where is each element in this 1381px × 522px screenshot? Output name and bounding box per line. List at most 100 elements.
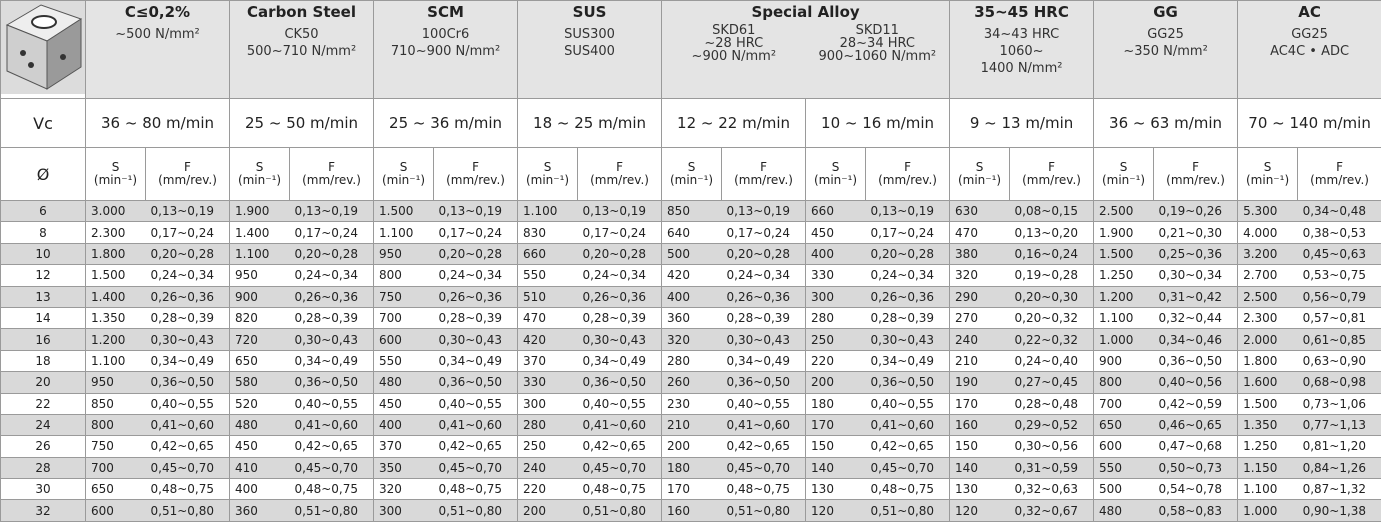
feed: 0,13~0,19 [866,201,950,222]
speed: 260 [662,372,722,393]
feed: 0,42~0,65 [290,436,374,457]
feed: 0,28~0,39 [866,307,950,328]
speed: 140 [950,457,1010,478]
material-spec: SUS400 [518,45,661,58]
speed: 1.100 [230,243,290,264]
speed: 850 [86,393,146,414]
speed: 800 [86,414,146,435]
speed: 300 [518,393,578,414]
speed: 1.150 [1238,457,1298,478]
feed: 0,08~0,15 [1010,201,1094,222]
feed: 0,32~0,63 [1010,479,1094,500]
feed: 0,28~0,39 [290,307,374,328]
unit-text: (mm/rev.) [578,174,661,187]
diameter: 18 [1,350,86,371]
material-spec: GG25 [1238,28,1381,41]
feed: 0,40~0,55 [290,393,374,414]
feed: 0,40~0,56 [1154,372,1238,393]
feed: 0,30~0,43 [578,329,662,350]
diameter: 30 [1,479,86,500]
speed: 470 [518,307,578,328]
speed: 4.000 [1238,222,1298,243]
feed: 0,28~0,48 [1010,393,1094,414]
feed: 0,20~0,28 [434,243,518,264]
speed: 380 [950,243,1010,264]
speed: 1.800 [86,243,146,264]
feed: 0,19~0,26 [1154,201,1238,222]
feed: 0,42~0,65 [578,436,662,457]
speed: 850 [662,201,722,222]
feed: 0,30~0,43 [290,329,374,350]
feed: 0,34~0,49 [722,350,806,371]
speed: 1.000 [1238,500,1298,521]
feed: 0,22~0,32 [1010,329,1094,350]
speed: 210 [950,350,1010,371]
material-title: SUS [518,1,661,20]
feed: 0,45~0,63 [1298,243,1381,264]
material-title: Carbon Steel [230,1,373,20]
diameter: 16 [1,329,86,350]
feed: 0,42~0,65 [434,436,518,457]
unit-text: (mm/rev.) [290,174,373,187]
material-spec: 900~1060 N/mm² [806,50,950,63]
feed: 0,13~0,19 [146,201,230,222]
feed: 0,41~0,60 [290,414,374,435]
feed: 0,90~1,38 [1298,500,1381,521]
unit-header: F(mm/rev.) [1298,148,1381,201]
feed: 0,36~0,50 [866,372,950,393]
feed: 0,40~0,55 [146,393,230,414]
feed: 0,24~0,34 [578,265,662,286]
speed: 660 [806,201,866,222]
speed: 150 [950,436,1010,457]
speed: 420 [662,265,722,286]
speed: 160 [950,414,1010,435]
material-spec: CK50 [230,28,373,41]
unit-text: (min⁻¹) [518,174,577,187]
material-header: C≤0,2%~500 N/mm² [86,1,230,99]
speed: 290 [950,286,1010,307]
feed: 0,58~0,83 [1154,500,1238,521]
feed: 0,87~1,32 [1298,479,1381,500]
speed: 900 [1094,350,1154,371]
speed: 170 [662,479,722,500]
unit-text: (min⁻¹) [230,174,289,187]
speed: 150 [806,436,866,457]
feed: 0,73~1,06 [1298,393,1381,414]
unit-header: S(min⁻¹) [806,148,866,201]
speed: 320 [662,329,722,350]
feed: 0,20~0,28 [290,243,374,264]
speed: 2.500 [1094,201,1154,222]
vc-value: 25 ~ 36 m/min [374,99,518,148]
speed: 950 [230,265,290,286]
feed: 0,41~0,60 [146,414,230,435]
feed: 0,30~0,43 [866,329,950,350]
vc-value: 18 ~ 25 m/min [518,99,662,148]
feed: 0,20~0,28 [866,243,950,264]
speed: 480 [230,414,290,435]
feed: 0,77~1,13 [1298,414,1381,435]
feed: 0,30~0,43 [722,329,806,350]
speed: 450 [806,222,866,243]
speed: 1.100 [1238,479,1298,500]
feed: 0,45~0,70 [866,457,950,478]
speed: 1.350 [1238,414,1298,435]
speed: 280 [518,414,578,435]
speed: 360 [662,307,722,328]
diameter: 13 [1,286,86,307]
diameter: 14 [1,307,86,328]
feed: 0,40~0,55 [866,393,950,414]
feed: 0,68~0,98 [1298,372,1381,393]
feed: 0,84~1,26 [1298,457,1381,478]
unit-text: (min⁻¹) [1094,174,1153,187]
speed: 480 [1094,500,1154,521]
feed: 0,34~0,46 [1154,329,1238,350]
vc-value: 9 ~ 13 m/min [950,99,1094,148]
feed: 0,24~0,34 [290,265,374,286]
